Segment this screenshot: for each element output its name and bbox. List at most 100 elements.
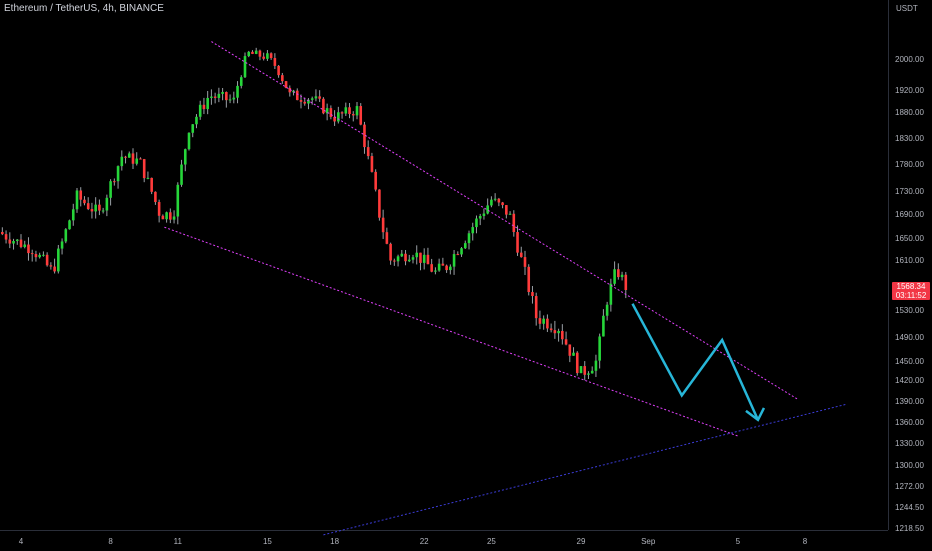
candle-body bbox=[202, 104, 206, 110]
candle-body bbox=[49, 265, 53, 267]
candle-body bbox=[19, 239, 23, 247]
price-tick-label: 1272.00 bbox=[895, 482, 924, 491]
candle-body bbox=[169, 212, 172, 220]
candle-body bbox=[277, 65, 280, 76]
candle-body bbox=[139, 158, 142, 160]
candle-body bbox=[124, 156, 127, 158]
candle-body bbox=[113, 181, 116, 183]
candle-body bbox=[60, 241, 64, 249]
candle-body bbox=[389, 243, 392, 261]
price-tick-label: 1730.00 bbox=[895, 187, 924, 196]
countdown: 03:11:52 bbox=[895, 291, 927, 300]
candle-body bbox=[146, 177, 150, 179]
candle-body bbox=[318, 96, 321, 99]
candle-body bbox=[602, 315, 605, 337]
candle-body bbox=[284, 81, 288, 88]
candle-body bbox=[176, 184, 180, 217]
candle-body bbox=[587, 373, 590, 375]
candle-body bbox=[295, 90, 299, 101]
currency-label[interactable]: USDT bbox=[896, 4, 918, 13]
candle-body bbox=[501, 202, 504, 206]
candle-body bbox=[90, 209, 94, 212]
candle-body bbox=[180, 164, 183, 185]
candle-body bbox=[415, 252, 419, 258]
projection bbox=[631, 303, 766, 422]
price-tick-label: 1218.50 bbox=[895, 524, 924, 533]
candle-body bbox=[460, 248, 463, 255]
candle-body bbox=[247, 51, 251, 57]
candle-body bbox=[157, 202, 161, 216]
candle-body bbox=[538, 318, 542, 324]
candle-body bbox=[598, 336, 601, 361]
candle-body bbox=[519, 252, 523, 258]
candle-body bbox=[434, 270, 437, 272]
candle-body bbox=[437, 263, 441, 271]
candle-body bbox=[411, 257, 415, 260]
chart-title: Ethereum / TetherUS, 4h, BINANCE bbox=[4, 3, 164, 14]
candle-body bbox=[236, 85, 239, 98]
candle-body bbox=[516, 232, 519, 253]
candle-body bbox=[497, 198, 501, 203]
candle-body bbox=[135, 158, 139, 164]
time-axis[interactable] bbox=[0, 530, 888, 551]
candle-body bbox=[344, 107, 348, 114]
candle-body bbox=[393, 260, 396, 262]
price-tick-label: 1830.00 bbox=[895, 134, 924, 143]
candle-body bbox=[269, 53, 273, 59]
candle-body bbox=[299, 100, 303, 102]
price-tick-label: 2000.00 bbox=[895, 55, 924, 64]
price-tick-label: 1610.00 bbox=[895, 256, 924, 265]
candles bbox=[1, 47, 628, 381]
candle-body bbox=[288, 87, 292, 93]
price-tick-label: 1490.00 bbox=[895, 333, 924, 342]
price-tick-label: 1880.00 bbox=[895, 108, 924, 117]
candle-body bbox=[131, 153, 135, 164]
candle-body bbox=[198, 104, 202, 117]
candle-body bbox=[187, 132, 191, 150]
candle-body bbox=[258, 50, 262, 57]
candle-body bbox=[617, 269, 620, 278]
candle-body bbox=[452, 254, 456, 267]
candle-body bbox=[505, 205, 508, 215]
price-axis[interactable] bbox=[888, 0, 932, 530]
candle-body bbox=[213, 96, 217, 98]
candle-body bbox=[57, 248, 60, 272]
price-tick-label: 1244.50 bbox=[895, 503, 924, 512]
candle-body bbox=[351, 114, 355, 116]
candle-body bbox=[590, 370, 594, 374]
candle-body bbox=[165, 212, 168, 220]
candle-body bbox=[23, 244, 27, 247]
candle-body bbox=[572, 352, 575, 356]
candle-body bbox=[426, 254, 430, 265]
candle-body bbox=[1, 232, 4, 235]
candle-body bbox=[217, 93, 221, 98]
time-tick-label: 18 bbox=[330, 537, 339, 546]
upper-trendline bbox=[211, 41, 799, 401]
candle-body bbox=[407, 259, 411, 262]
candle-body bbox=[116, 166, 120, 182]
price-tick-label: 1330.00 bbox=[895, 439, 924, 448]
candle-body bbox=[467, 233, 471, 244]
candle-body bbox=[348, 107, 351, 115]
candle-body bbox=[273, 58, 277, 66]
candle-body bbox=[86, 203, 90, 210]
time-tick-label: 8 bbox=[803, 537, 808, 546]
candle-body bbox=[620, 274, 624, 278]
time-tick-label: 22 bbox=[420, 537, 429, 546]
candle-body bbox=[325, 108, 329, 114]
candle-body bbox=[221, 92, 224, 94]
candle-body bbox=[478, 216, 482, 219]
candle-body bbox=[142, 159, 146, 179]
projection-arrowhead bbox=[745, 407, 766, 422]
support-trendline bbox=[323, 404, 846, 536]
candle-body bbox=[609, 283, 613, 305]
candle-body bbox=[490, 199, 493, 206]
candle-body bbox=[322, 98, 325, 114]
candle-body bbox=[385, 232, 389, 244]
last-price: 1568.34 bbox=[896, 282, 926, 291]
candle-body bbox=[531, 292, 534, 297]
candle-body bbox=[463, 243, 467, 249]
candle-body bbox=[482, 213, 486, 217]
candle-body bbox=[45, 254, 49, 266]
